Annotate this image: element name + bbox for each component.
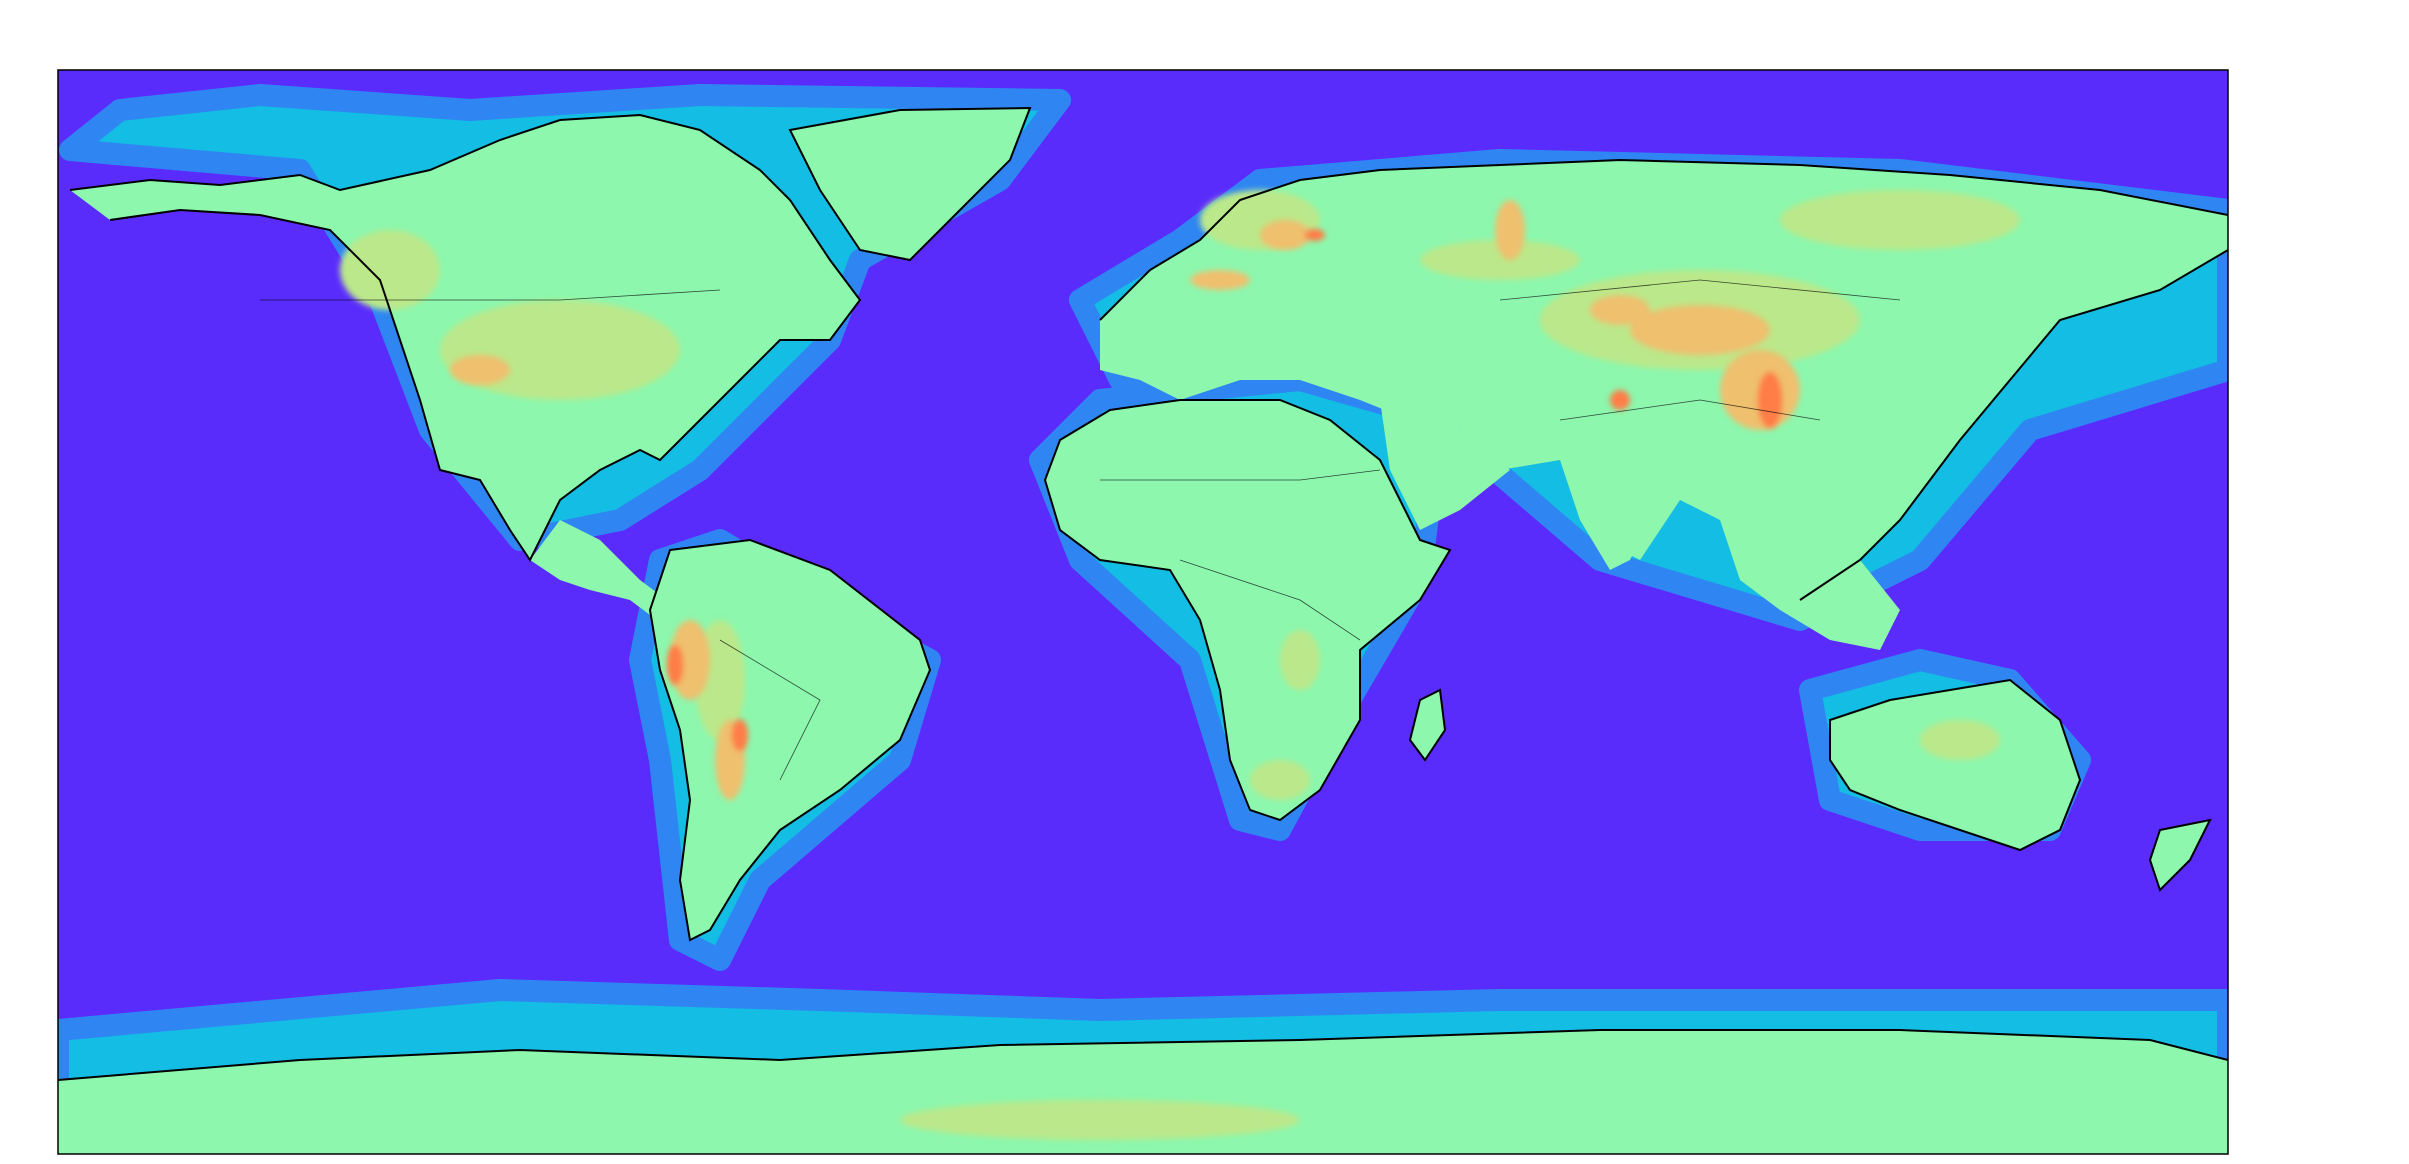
australia [1830, 680, 2080, 850]
country-borders [260, 279, 1901, 781]
land-mass-layer [58, 108, 2228, 1154]
arabia [1380, 400, 1510, 530]
southeast-asia [1720, 500, 1900, 650]
hotspot-patches [667, 229, 1782, 751]
coastlines [58, 106, 2228, 1081]
antarctica [58, 1030, 2228, 1154]
map-area [58, 70, 2228, 1154]
new-zealand [2150, 820, 2210, 890]
map-frame [57, 69, 2229, 1155]
greenland [790, 108, 1030, 260]
eurasia [1100, 160, 2228, 600]
india [1560, 460, 1660, 570]
africa [1045, 400, 1450, 820]
central-america [530, 520, 680, 630]
